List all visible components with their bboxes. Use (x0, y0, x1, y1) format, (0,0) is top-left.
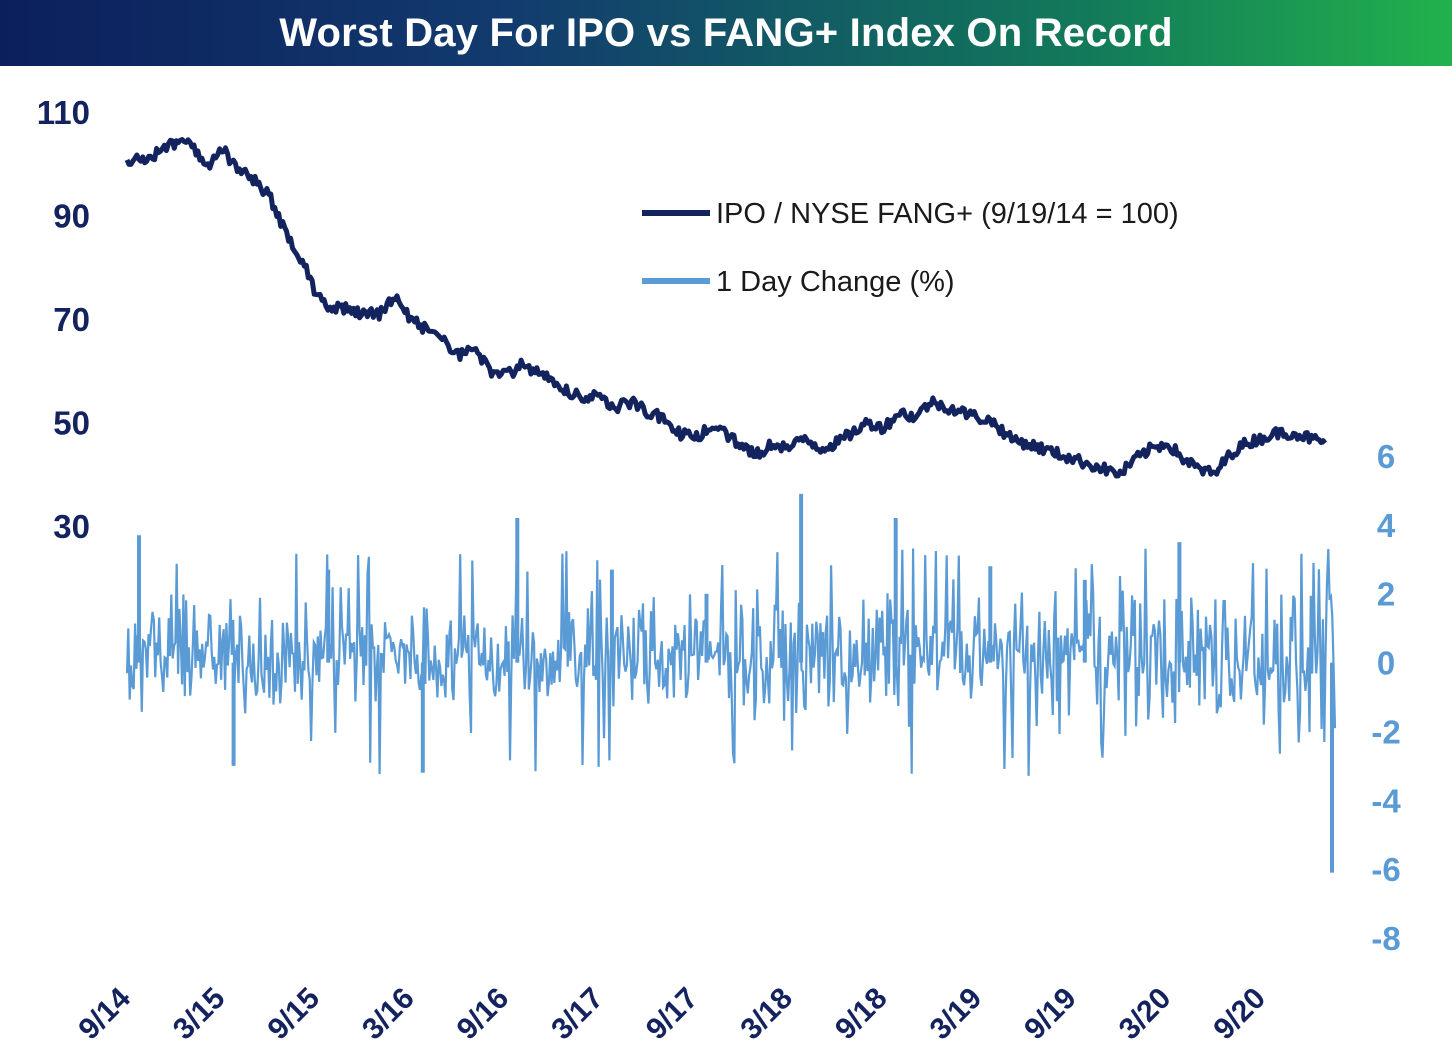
right-tick-label: -6 (1371, 851, 1400, 888)
legend: IPO / NYSE FANG+ (9/19/14 = 100) 1 Day Ch… (642, 198, 1179, 298)
x-tick-label: 9/20 (1207, 982, 1272, 1046)
ratio-series (124, 137, 1328, 479)
left-tick-label: 110 (37, 94, 90, 131)
daily-change-line (125, 548, 1337, 776)
x-tick-label: 9/16 (451, 982, 516, 1046)
left-tick-label: 70 (53, 301, 90, 338)
title-banner: Worst Day For IPO vs FANG+ Index On Reco… (0, 0, 1452, 66)
right-tick-label: -2 (1371, 713, 1400, 750)
x-tick-label: 9/19 (1018, 982, 1083, 1046)
x-tick-label: 3/20 (1113, 982, 1178, 1046)
left-tick-label: 50 (53, 405, 90, 442)
right-tick-label: -8 (1371, 920, 1400, 957)
legend-label: IPO / NYSE FANG+ (9/19/14 = 100) (716, 198, 1179, 230)
right-tick-label: 2 (1377, 576, 1395, 613)
legend-label: 1 Day Change (%) (716, 266, 955, 298)
right-tick-label: 0 (1377, 645, 1395, 682)
left-tick-label: 30 (53, 508, 90, 545)
daily-change-extremes (137, 493, 1334, 873)
right-axis: 6 4 2 0 -2 -4 -6 -8 (1371, 438, 1401, 957)
x-tick-label: 9/17 (640, 982, 705, 1046)
daily-change-series (125, 493, 1337, 873)
chart-title: Worst Day For IPO vs FANG+ Index On Reco… (279, 10, 1173, 55)
x-tick-label: 3/19 (924, 982, 989, 1046)
x-tick-label: 3/18 (734, 982, 799, 1046)
x-axis: 9/14 3/15 9/15 3/16 9/16 3/17 9/17 3/18 9/18 3/19… (72, 981, 1272, 1046)
x-tick-label: 9/18 (829, 982, 894, 1046)
x-tick-label: 9/15 (261, 982, 326, 1046)
x-tick-label: 3/17 (545, 982, 610, 1046)
left-tick-label: 90 (53, 198, 90, 235)
left-axis: 110 90 70 50 30 (37, 94, 90, 545)
right-tick-label: 4 (1377, 507, 1396, 544)
x-tick-label: 3/16 (356, 982, 421, 1046)
right-tick-label: 6 (1377, 438, 1395, 475)
x-tick-label: 9/14 (72, 981, 137, 1046)
ratio-line (124, 137, 1328, 479)
right-tick-label: -4 (1371, 782, 1401, 819)
x-tick-label: 3/15 (167, 982, 232, 1046)
